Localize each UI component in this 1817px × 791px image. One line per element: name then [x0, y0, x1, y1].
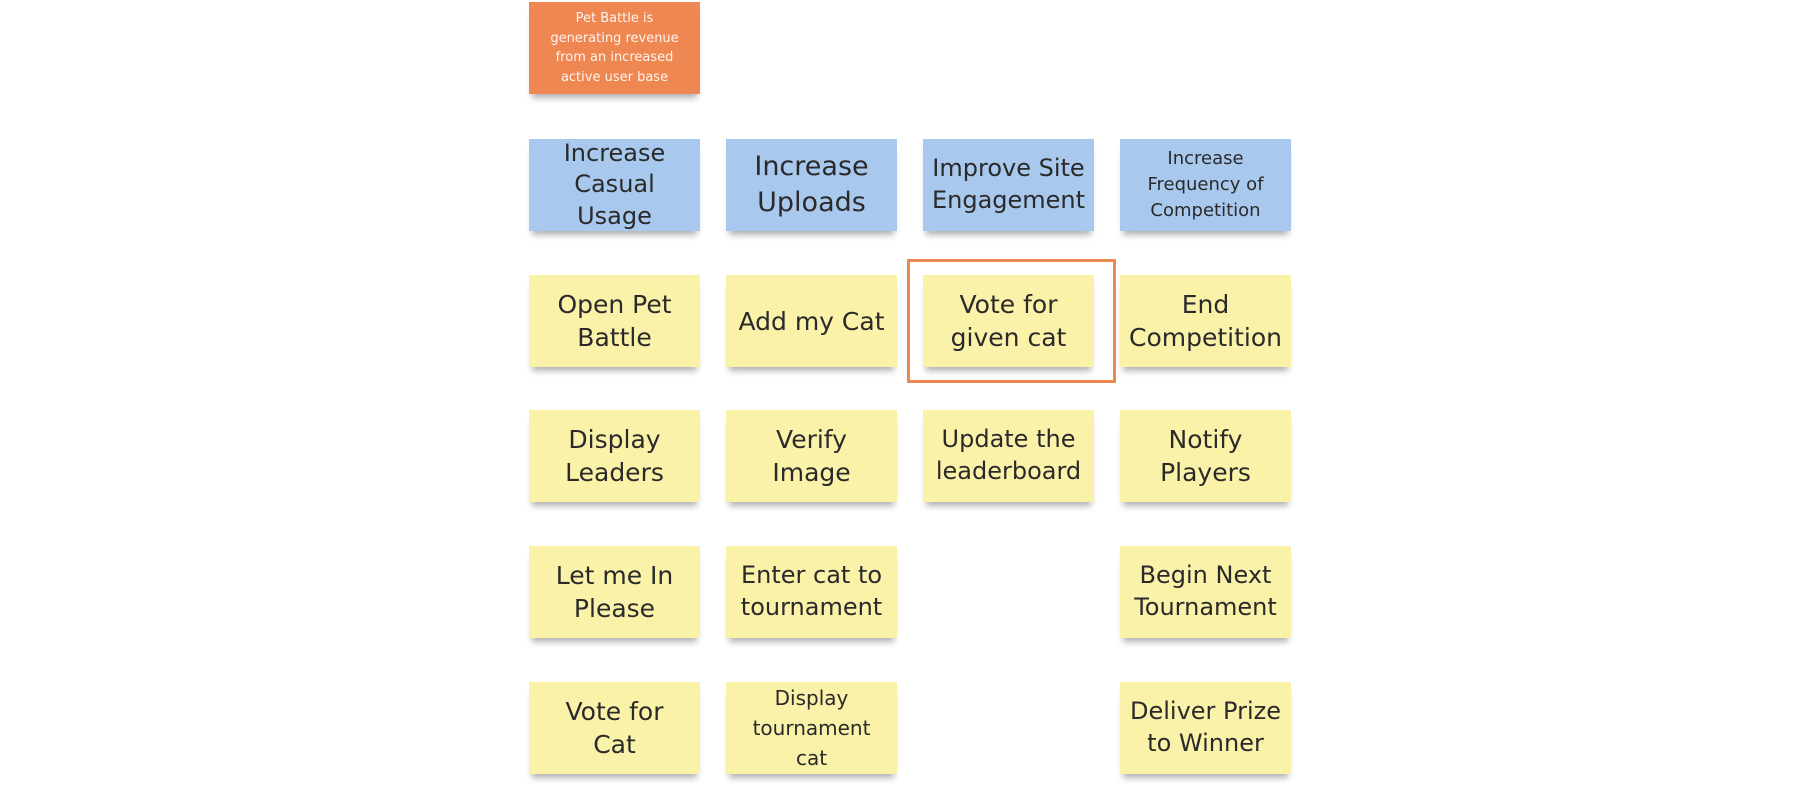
deliverable-add-my-cat: Add my Cat [726, 275, 897, 367]
goal-sticky-note: Pet Battle is generating revenue from an… [529, 2, 700, 94]
impact-note-site-engagement: Improve Site Engagement [923, 139, 1094, 231]
deliverable-label: Update the leaderboard [935, 425, 1082, 485]
deliverable-label: Enter cat to tournament [740, 561, 883, 621]
highlight-frame [907, 259, 1116, 383]
impact-note-uploads: Increase Uploads [726, 139, 897, 231]
deliverable-enter-cat-to-tournament: Enter cat to tournament [726, 546, 897, 638]
deliverable-label: Verify Image [772, 425, 851, 487]
impact-note-casual-usage: Increase Casual Usage [529, 139, 700, 231]
deliverable-label: End Competition [1129, 290, 1282, 352]
deliverable-verify-image: Verify Image [726, 410, 897, 502]
impact-label: Improve Site Engagement [931, 154, 1086, 214]
deliverable-open-pet-battle: Open Pet Battle [529, 275, 700, 367]
deliverable-label: Display tournament cat [752, 686, 871, 770]
impact-label: Increase Uploads [754, 151, 869, 218]
deliverable-label: Begin Next Tournament [1134, 561, 1277, 621]
deliverable-label: Display Leaders [565, 425, 664, 487]
deliverable-label: Notify Players [1160, 425, 1251, 487]
impact-note-competition-frequency: Increase Frequency of Competition [1120, 139, 1291, 231]
deliverable-update-the-leaderboard: Update the leaderboard [923, 410, 1094, 502]
impact-label: Increase Casual Usage [563, 138, 666, 230]
impact-label: Increase Frequency of Competition [1147, 147, 1264, 222]
deliverable-display-leaders: Display Leaders [529, 410, 700, 502]
deliverable-deliver-prize-to-winner: Deliver Prize to Winner [1120, 682, 1291, 774]
deliverable-begin-next-tournament: Begin Next Tournament [1120, 546, 1291, 638]
deliverable-vote-for-given-cat: Vote for given cat [923, 275, 1094, 367]
deliverable-vote-for-cat: Vote for Cat [529, 682, 700, 774]
deliverable-display-tournament-cat: Display tournament cat [726, 682, 897, 774]
deliverable-label: Vote for given cat [950, 290, 1067, 352]
deliverable-label: Add my Cat [738, 306, 885, 336]
deliverable-label: Let me In Please [555, 561, 674, 623]
deliverable-label: Open Pet Battle [557, 290, 672, 352]
goal-text: Pet Battle is generating revenue from an… [550, 11, 679, 85]
deliverable-let-me-in-please: Let me In Please [529, 546, 700, 638]
deliverable-notify-players: Notify Players [1120, 410, 1291, 502]
deliverable-end-competition: End Competition [1120, 275, 1291, 367]
deliverable-label: Vote for Cat [565, 697, 664, 759]
deliverable-label: Deliver Prize to Winner [1130, 697, 1281, 757]
